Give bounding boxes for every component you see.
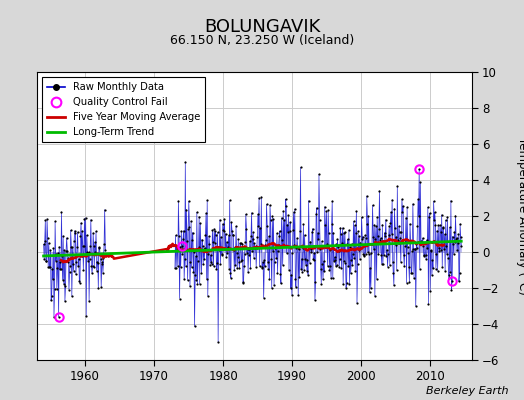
- Text: BOLUNGAVIK: BOLUNGAVIK: [204, 18, 320, 36]
- Legend: Raw Monthly Data, Quality Control Fail, Five Year Moving Average, Long-Term Tren: Raw Monthly Data, Quality Control Fail, …: [42, 77, 205, 142]
- Text: 66.150 N, 23.250 W (Iceland): 66.150 N, 23.250 W (Iceland): [170, 34, 354, 47]
- Y-axis label: Temperature Anomaly (°C): Temperature Anomaly (°C): [516, 137, 524, 295]
- Text: Berkeley Earth: Berkeley Earth: [426, 386, 508, 396]
